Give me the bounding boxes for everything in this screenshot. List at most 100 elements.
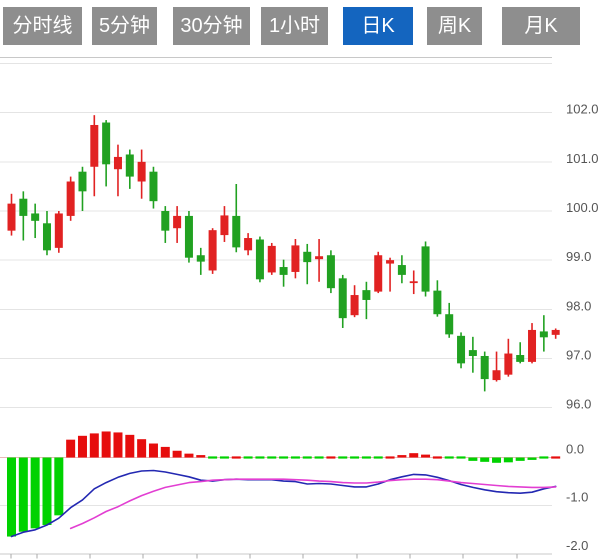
candle-body [196, 255, 205, 262]
candle-body [516, 355, 525, 362]
timeframe-tabbar: 分时线 5分钟 30分钟 1小时 日K 周K 月K [0, 0, 604, 52]
macd-histogram-bar [409, 453, 419, 458]
macd-histogram-bar [444, 456, 454, 459]
macd-histogram-bar [539, 456, 549, 459]
macd-histogram-bar [255, 456, 265, 459]
price-axis-label: 99.0 [566, 249, 591, 264]
macd-histogram-bar [361, 456, 371, 459]
candle-body [173, 215, 182, 229]
candle-body [90, 124, 99, 167]
macd-dea-line [69, 478, 557, 530]
macd-histogram-bar [18, 457, 28, 532]
macd-histogram-bar [89, 433, 99, 458]
candle-body [397, 265, 406, 275]
candle-body [54, 213, 63, 248]
macd-histogram-bar [421, 454, 431, 458]
candle-body [315, 256, 324, 260]
macd-histogram-bar [113, 432, 123, 458]
macd-histogram-bar [468, 457, 478, 461]
candle-body [303, 251, 312, 263]
candle-body [125, 154, 134, 177]
macd-histogram-bar [373, 456, 383, 459]
candle-body [267, 245, 276, 273]
candle-body [362, 290, 371, 300]
macd-histogram-bar [54, 457, 64, 516]
candle-body [528, 329, 537, 362]
candle-body [433, 290, 442, 315]
candle-body [137, 161, 146, 182]
candle-body [102, 122, 111, 165]
candle-body [409, 281, 418, 284]
macd-histogram-bar [515, 457, 525, 461]
candle-body [480, 355, 489, 380]
macd-histogram-bar [527, 457, 537, 460]
tab-timeline[interactable]: 分时线 [3, 7, 82, 45]
candle-body [161, 211, 170, 231]
macd-histogram-bar [302, 456, 312, 459]
candle-body [326, 255, 335, 289]
candle-body [504, 353, 513, 375]
macd-histogram-bar [101, 431, 111, 458]
macd-histogram-bar [125, 434, 135, 458]
macd-histogram-bar [480, 457, 490, 462]
candle-body [350, 295, 359, 316]
price-axis-label: 101.0 [566, 151, 599, 166]
candle-body [279, 267, 288, 275]
macd-histogram-bar [196, 455, 206, 458]
macd-histogram-bar [385, 456, 395, 459]
macd-axis-label: -1.0 [566, 490, 588, 505]
macd-histogram-bar [243, 456, 253, 459]
macd-histogram-bar [30, 457, 40, 529]
candle-body [149, 171, 158, 202]
macd-histogram-bar [267, 456, 277, 459]
macd-histogram-bar [456, 456, 466, 459]
macd-histogram-bar [219, 456, 229, 459]
tab-monthly-k[interactable]: 月K [502, 7, 580, 45]
macd-axis-label: 0.0 [566, 442, 584, 457]
macd-histogram-bar [184, 453, 194, 458]
macd-histogram-bar [77, 435, 87, 458]
price-axis-label: 98.0 [566, 298, 591, 313]
macd-histogram-bar [208, 456, 218, 459]
candle-body [220, 215, 229, 236]
macd-histogram-bar [551, 456, 561, 459]
candle-body [457, 335, 466, 364]
macd-histogram-bar [42, 457, 52, 525]
macd-histogram-bar [432, 456, 442, 459]
tab-daily-k[interactable]: 日K [343, 7, 413, 45]
macd-histogram-bar [66, 439, 76, 458]
candle-body [184, 215, 193, 258]
candle-body [66, 181, 75, 216]
macd-histogram-bar [290, 456, 300, 459]
candle-body [492, 370, 501, 381]
macd-histogram-bar [314, 456, 324, 459]
candle-body [386, 260, 395, 264]
tab-5min[interactable]: 5分钟 [92, 7, 157, 45]
candle-body [78, 171, 87, 192]
macd-histogram-bar [397, 455, 407, 458]
candle-body [19, 198, 28, 216]
price-axis-label: 100.0 [566, 200, 599, 215]
macd-histogram-bar [503, 457, 513, 463]
tab-30min[interactable]: 30分钟 [173, 7, 250, 45]
macd-histogram-bar [326, 456, 336, 459]
candle-body [551, 329, 560, 335]
price-axis-label: 102.0 [566, 102, 599, 117]
macd-histogram-bar [172, 450, 182, 458]
candle-body [374, 255, 383, 292]
candle-body [338, 278, 347, 319]
candle-body [255, 239, 264, 280]
tab-1hour[interactable]: 1小时 [261, 7, 328, 45]
candle-body [113, 156, 122, 170]
candle-body [42, 223, 51, 251]
macd-histogram-bar [350, 456, 360, 459]
macd-histogram-bar [231, 456, 241, 459]
price-axis-label: 97.0 [566, 347, 591, 362]
tab-weekly-k[interactable]: 周K [427, 7, 482, 45]
candle-body [7, 203, 16, 231]
candle-body [445, 314, 454, 335]
macd-dif-line [10, 469, 557, 538]
macd-histogram-bar [492, 457, 502, 463]
candle-body [468, 350, 477, 356]
